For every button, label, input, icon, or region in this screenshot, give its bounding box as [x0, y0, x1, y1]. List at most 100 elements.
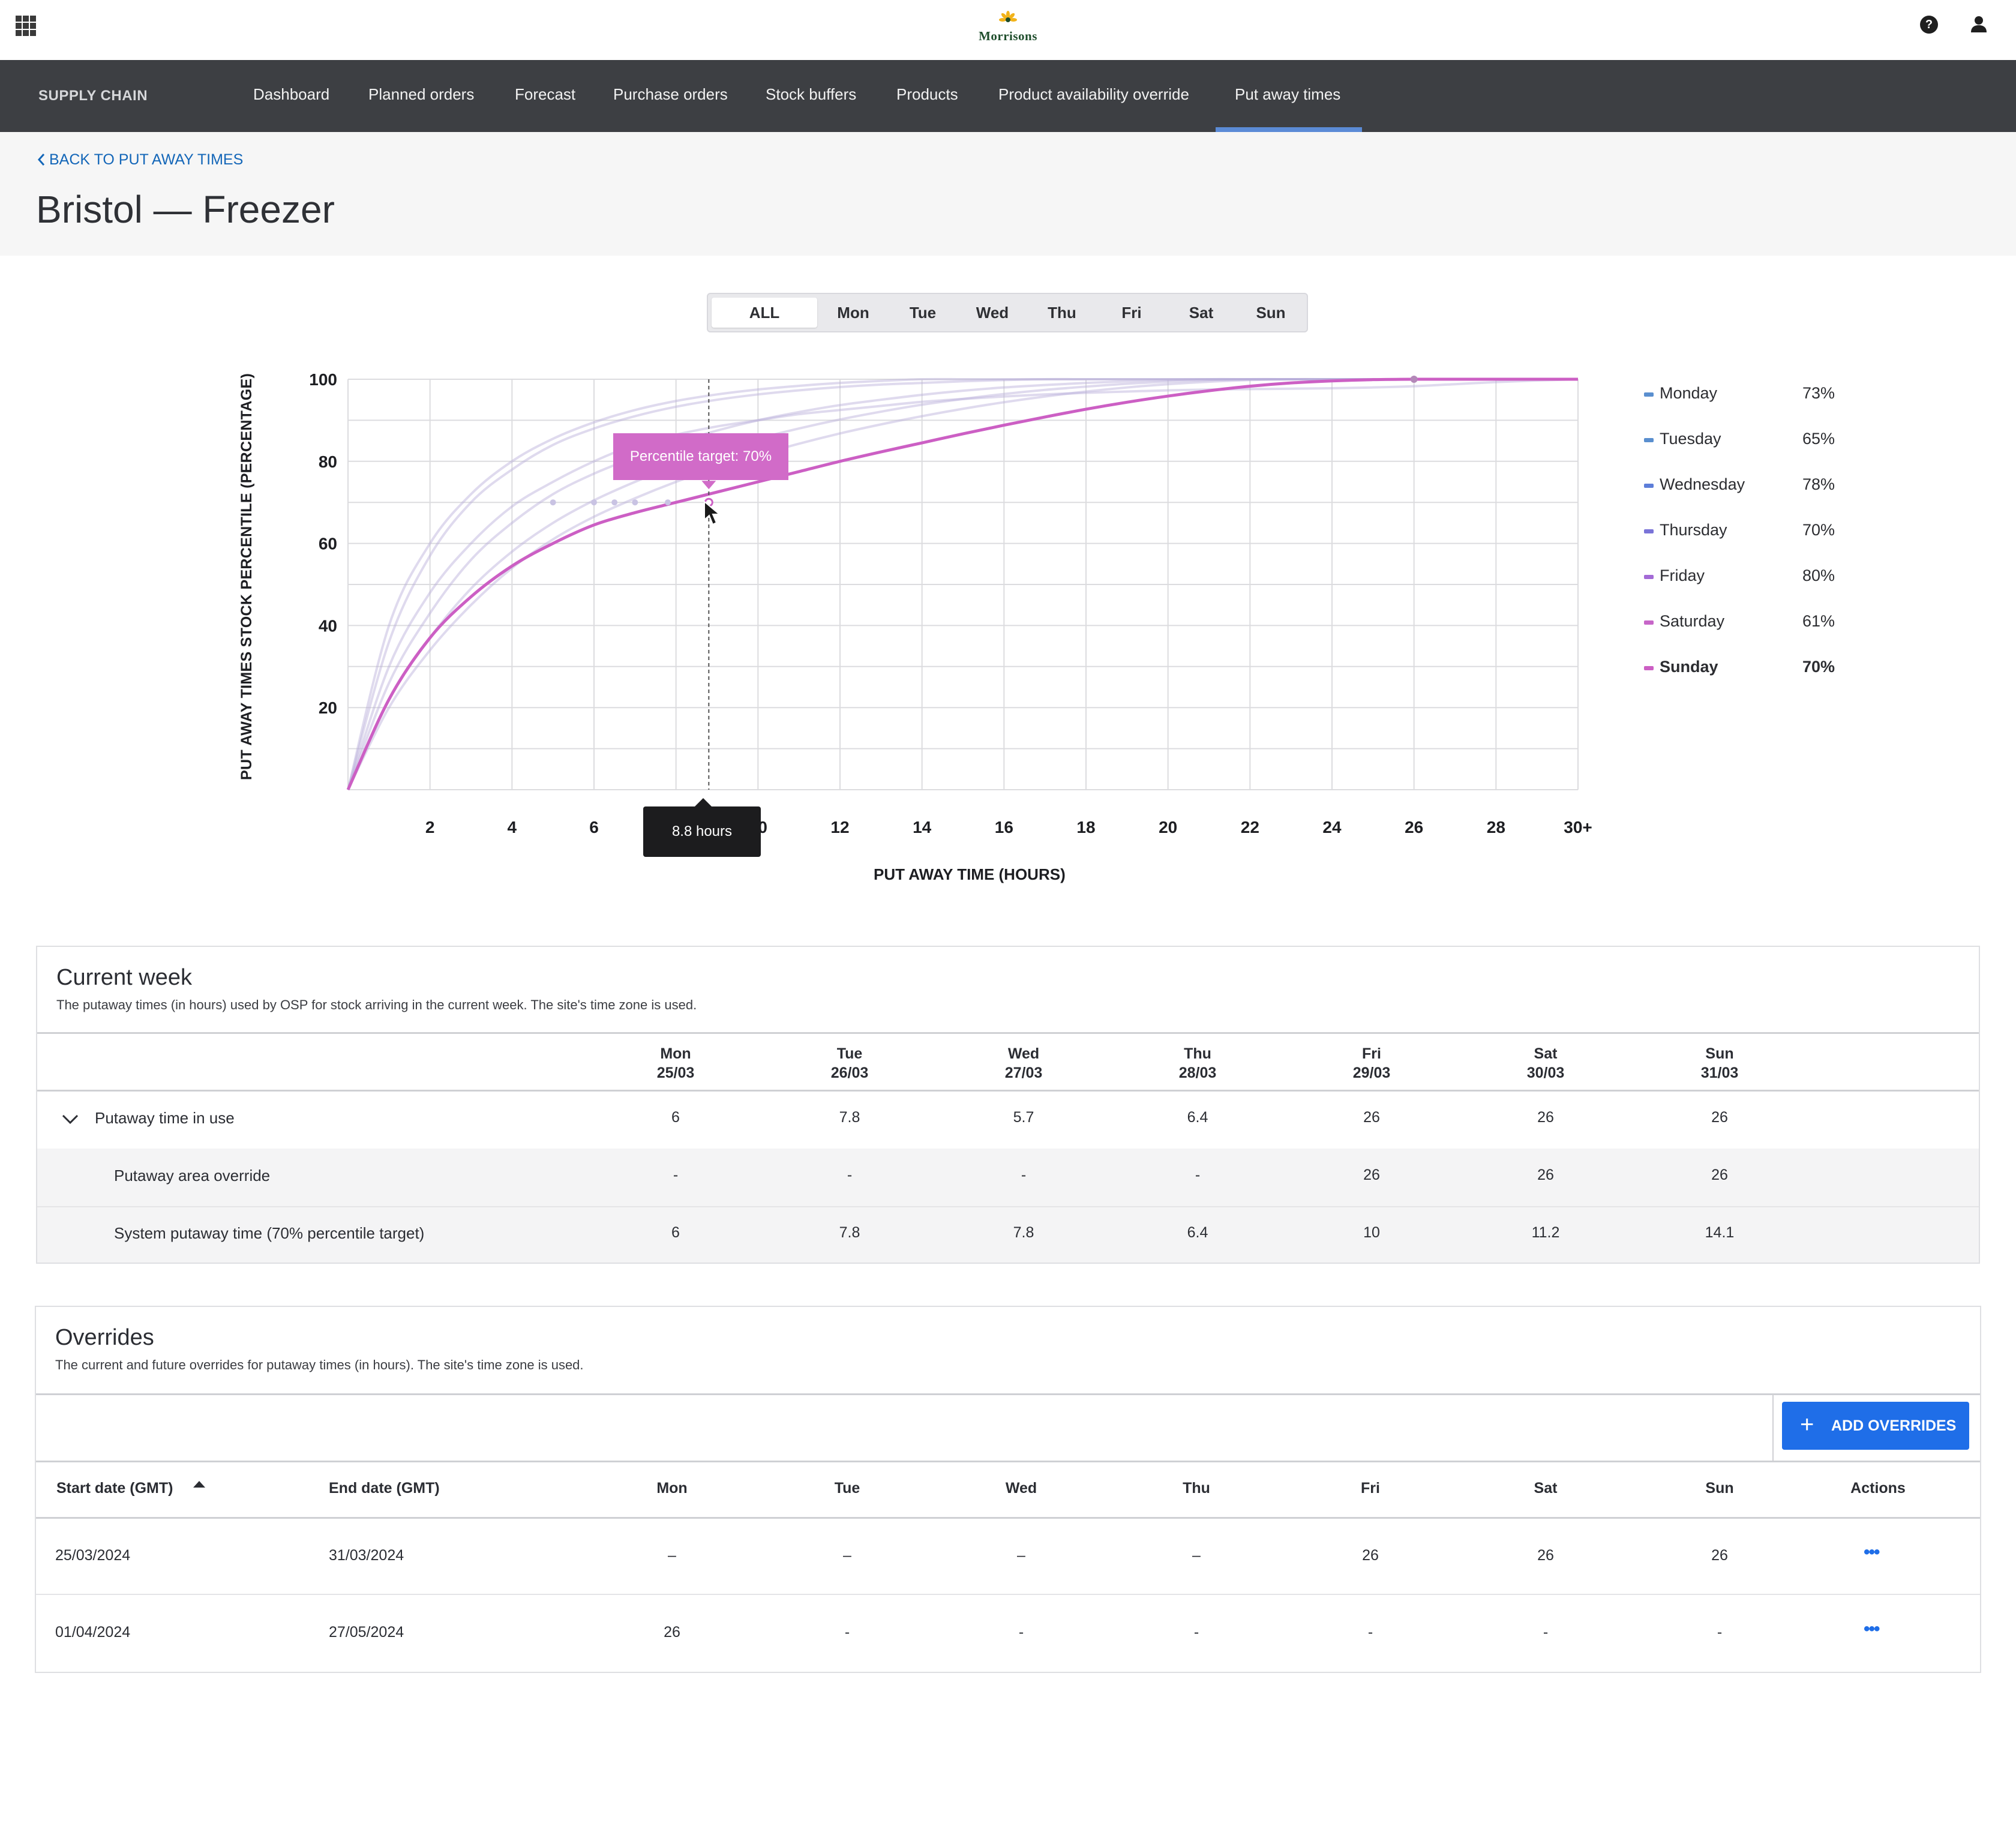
day-filter-thu[interactable]: Thu [1048, 304, 1076, 322]
x-tick-label: 20 [1159, 818, 1177, 836]
put-away-times-chart: 2040608010024681012141618202224262830+ [309, 370, 1592, 836]
legend-value: 80% [1802, 566, 1835, 584]
cell-value: 14.1 [1705, 1224, 1735, 1241]
series-point [632, 499, 638, 506]
main-nav: SUPPLY CHAIN Dashboard Planned orders Fo… [0, 60, 2016, 132]
series-line-sunday[interactable] [346, 377, 1578, 791]
morrisons-logo[interactable]: Morrisons [972, 11, 1044, 44]
cell-value: 26 [1537, 1109, 1554, 1126]
legend-name: Monday [1660, 384, 1718, 402]
day-filter-fri[interactable]: Fri [1121, 304, 1142, 322]
cell-value: 11.2 [1531, 1224, 1560, 1241]
row-actions-menu[interactable]: ••• [1864, 1619, 1880, 1639]
cell-value: 26 [1362, 1547, 1379, 1564]
nav-item-dashboard[interactable]: Dashboard [253, 85, 330, 103]
table-row [37, 1149, 1979, 1206]
app-grid-icon[interactable] [16, 16, 36, 36]
chevron-left-icon [37, 154, 45, 166]
sort-ascending-icon[interactable] [193, 1481, 205, 1488]
user-icon[interactable] [1969, 14, 1988, 34]
row-label-putaway-in-use[interactable]: Putaway time in use [95, 1109, 235, 1127]
col-header-sun: Sun 31/03 [1700, 1045, 1739, 1081]
current-week-subtitle: The putaway times (in hours) used by OSP… [56, 997, 697, 1012]
col-header-fri: Fri [1361, 1480, 1380, 1497]
cell-value: – [1192, 1547, 1201, 1564]
x-tick-label: 14 [913, 818, 932, 836]
cell-value: 10 [1363, 1224, 1380, 1241]
help-icon[interactable]: ? [1920, 16, 1938, 34]
day-filter-wed[interactable]: Wed [976, 304, 1009, 322]
col-header-sat: Sat 30/03 [1526, 1045, 1565, 1081]
cell-value: - [1195, 1167, 1201, 1183]
divider [36, 1594, 1980, 1595]
x-tick-label: 28 [1487, 818, 1505, 836]
divider [36, 1461, 1980, 1462]
legend-swatch [1644, 438, 1654, 442]
nav-item-products[interactable]: Products [896, 85, 958, 103]
chart-y-axis-label: PUT AWAY TIMES STOCK PERCENTILE (PERCENT… [238, 373, 255, 780]
series-line-monday[interactable] [347, 378, 1579, 790]
day-filter-tue[interactable]: Tue [909, 304, 937, 322]
col-header-thu: Thu [1183, 1480, 1210, 1497]
x-tick-label: 6 [589, 818, 599, 836]
cell-value: 26 [1537, 1547, 1554, 1564]
day-filter-sun[interactable]: Sun [1256, 304, 1286, 322]
col-header-wed: Wed [1005, 1480, 1037, 1497]
plus-icon: + [1800, 1411, 1814, 1438]
series-point [550, 499, 556, 506]
x-tick-label: 2 [425, 818, 435, 836]
y-tick-label: 60 [319, 535, 337, 553]
day-filter-sat[interactable]: Sat [1189, 304, 1214, 322]
cell-value: 26 [664, 1624, 680, 1641]
nav-item-planned-orders[interactable]: Planned orders [368, 85, 475, 103]
cell-value: - [1717, 1624, 1723, 1641]
legend-value: 73% [1802, 384, 1835, 402]
x-tick-label: 26 [1405, 818, 1423, 836]
tooltip-pointer [701, 481, 716, 490]
legend-value: 61% [1802, 612, 1835, 630]
logo-flower-icon [999, 11, 1017, 22]
col-header-start-date[interactable]: Start date (GMT) [56, 1480, 173, 1497]
day-filter: ALL Mon Tue Wed Thu Fri Sat Sun [707, 293, 1308, 332]
day-filter-mon[interactable]: Mon [837, 304, 869, 322]
chevron-down-icon[interactable] [61, 1114, 79, 1125]
cell-value: – [1017, 1547, 1025, 1564]
override-start-date: 01/04/2024 [55, 1624, 131, 1641]
add-overrides-button[interactable]: + ADD OVERRIDES [1782, 1402, 1969, 1450]
divider [37, 1032, 1979, 1034]
nav-item-forecast[interactable]: Forecast [515, 85, 576, 103]
cell-value: 26 [1363, 1167, 1380, 1183]
nav-item-stock-buffers[interactable]: Stock buffers [766, 85, 857, 103]
series-marker[interactable] [1410, 376, 1418, 383]
override-start-date: 25/03/2024 [55, 1547, 131, 1564]
page-title: Bristol — Freezer [36, 188, 335, 231]
cell-value: - [1018, 1624, 1024, 1641]
series-point [665, 499, 671, 506]
day-filter-all[interactable]: ALL [712, 298, 817, 328]
y-tick-label: 40 [319, 616, 337, 635]
cell-value: 7.8 [839, 1109, 860, 1126]
legend-swatch [1644, 484, 1654, 488]
col-header-thu: Thu 28/03 [1178, 1045, 1217, 1081]
row-actions-menu[interactable]: ••• [1864, 1542, 1880, 1562]
cell-value: - [847, 1167, 853, 1183]
x-tick-label: 24 [1322, 818, 1342, 836]
nav-item-purchase-orders[interactable]: Purchase orders [613, 85, 728, 103]
x-tick-label: 4 [508, 818, 517, 836]
cell-value: - [673, 1167, 679, 1183]
x-tick-label: 16 [995, 818, 1013, 836]
overrides-subtitle: The current and future overrides for put… [55, 1357, 584, 1372]
legend-name: Thursday [1660, 521, 1727, 539]
row-label-system-putaway: System putaway time (70% percentile targ… [114, 1224, 425, 1242]
top-bar: Morrisons ? [0, 0, 2016, 60]
page-header: BACK TO PUT AWAY TIMES Bristol — Freezer [0, 132, 2016, 256]
x-tick-label: 12 [830, 818, 849, 836]
series-point [591, 499, 597, 506]
col-header-mon: Mon [656, 1480, 688, 1497]
logo-text: Morrisons [979, 29, 1037, 43]
nav-item-put-away-times[interactable]: Put away times [1235, 85, 1341, 103]
cell-value: 26 [1363, 1109, 1380, 1126]
nav-item-product-availability-override[interactable]: Product availability override [998, 85, 1189, 103]
back-link[interactable]: BACK TO PUT AWAY TIMES [37, 151, 243, 169]
overrides-card: Overrides The current and future overrid… [35, 1306, 1981, 1673]
